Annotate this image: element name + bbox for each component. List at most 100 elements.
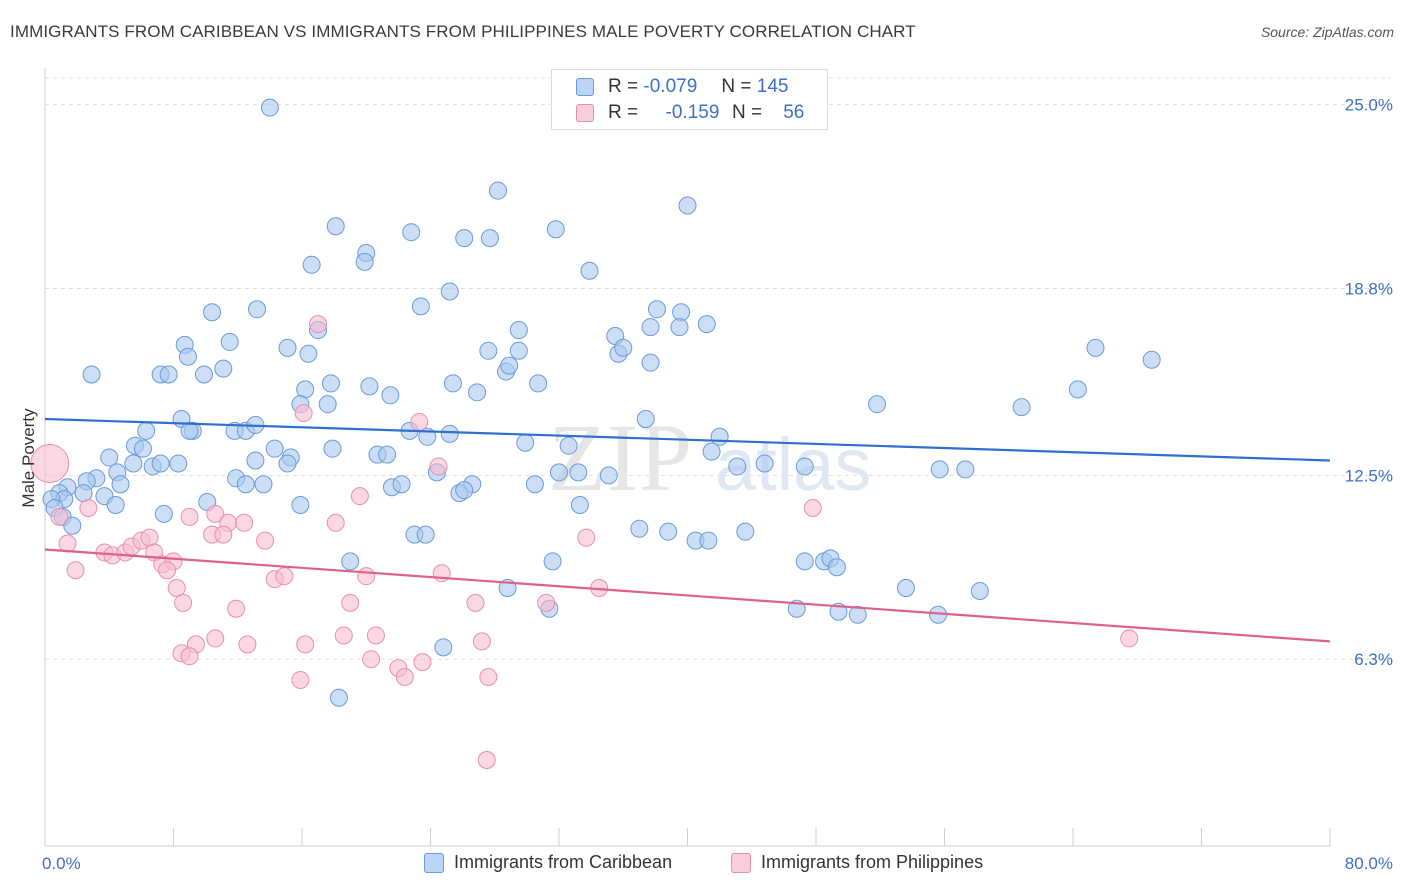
caribbean-point	[203, 303, 222, 322]
caribbean-point	[848, 605, 867, 624]
stats-legend: R = -0.079 N = 145 R = -0.159 N = 56	[551, 69, 828, 130]
caribbean-point	[299, 344, 318, 363]
caribbean-point	[214, 359, 233, 378]
caribbean-point	[63, 516, 82, 535]
philippines-point	[803, 498, 822, 517]
caribbean-point	[697, 315, 716, 334]
philippines-point	[1120, 629, 1139, 648]
caribbean-point	[265, 439, 284, 458]
caribbean-point	[728, 457, 747, 476]
y-tick-label: 12.5%	[1345, 466, 1393, 485]
caribbean-point	[896, 579, 915, 598]
caribbean-point	[1086, 338, 1105, 357]
philippines-point	[58, 534, 77, 553]
caribbean-point	[326, 217, 345, 236]
philippines-point	[291, 670, 310, 689]
caribbean-trendline	[44, 417, 1331, 462]
caribbean-point	[550, 463, 568, 482]
x-tick-label: 0.0%	[42, 854, 81, 873]
caribbean-point	[827, 558, 846, 577]
caribbean-point	[1068, 380, 1087, 399]
bottom-legend-swatch-philippines	[731, 852, 751, 873]
caribbean-point	[195, 365, 214, 384]
philippines-point	[167, 579, 186, 598]
philippines-point	[296, 635, 315, 654]
caribbean-point	[641, 353, 660, 372]
caribbean-point	[246, 451, 265, 470]
caribbean-point	[647, 300, 666, 319]
caribbean-point	[488, 181, 507, 200]
caribbean-point	[868, 395, 887, 414]
caribbean-point	[559, 436, 578, 455]
legend-r-label: R =	[608, 102, 639, 123]
philippines-point	[235, 513, 254, 532]
caribbean-point	[111, 475, 130, 494]
caribbean-point	[702, 442, 721, 461]
philippines-point	[410, 412, 429, 431]
caribbean-point	[329, 688, 348, 707]
philippines-point	[413, 653, 432, 672]
legend-row-caribbean: R = -0.079 N = 145	[576, 75, 788, 99]
caribbean-point	[670, 318, 689, 337]
source-credit: Source: ZipAtlas.com	[1260, 24, 1394, 40]
legend-r-value: -0.159	[665, 102, 720, 123]
philippines-point	[158, 561, 177, 580]
caribbean-point	[154, 504, 173, 523]
caribbean-point	[378, 445, 397, 464]
legend-n-label: N =	[721, 76, 752, 97]
caribbean-point	[570, 495, 589, 514]
caribbean-point	[795, 457, 814, 476]
caribbean-point	[341, 552, 360, 571]
philippines-point	[79, 498, 98, 517]
philippines-point	[180, 647, 199, 666]
chart-title: IMMIGRANTS FROM CARIBBEAN VS IMMIGRANTS …	[10, 22, 916, 41]
caribbean-point	[599, 466, 618, 485]
philippines-point	[366, 626, 385, 645]
caribbean-point	[440, 282, 459, 301]
caribbean-point	[411, 297, 430, 316]
philippines-point	[214, 525, 233, 544]
philippines-point	[362, 650, 381, 669]
bottom-legend-label-caribbean: Immigrants from Caribbean	[454, 852, 673, 872]
bottom-legend-swatch-caribbean	[424, 852, 444, 873]
caribbean-point	[392, 475, 411, 494]
caribbean-point	[480, 229, 499, 248]
caribbean-point	[970, 581, 989, 600]
legend-n-value: 56	[783, 102, 805, 123]
philippines-point	[472, 632, 491, 651]
caribbean-point	[323, 439, 342, 458]
caribbean-point	[124, 454, 143, 473]
caribbean-point	[614, 338, 633, 357]
caribbean-point	[291, 495, 310, 514]
philippines-point	[537, 593, 556, 612]
philippines-point	[256, 531, 275, 550]
caribbean-point	[236, 475, 255, 494]
bottom-legend-caribbean: Immigrants from Caribbean	[424, 852, 672, 873]
caribbean-point	[956, 460, 975, 479]
caribbean-point	[569, 463, 588, 482]
philippines-point	[294, 404, 313, 423]
caribbean-point	[133, 439, 152, 458]
caribbean-point	[100, 448, 119, 467]
caribbean-point	[755, 454, 774, 473]
philippines-point	[341, 593, 360, 612]
caribbean-point	[580, 261, 599, 280]
y-tick-label: 25.0%	[1345, 96, 1393, 115]
caribbean-point	[672, 303, 691, 322]
caribbean-point	[479, 341, 498, 360]
philippines-point	[174, 593, 193, 612]
caribbean-point	[736, 522, 755, 541]
caribbean-point	[529, 374, 548, 393]
philippines-point	[429, 457, 448, 476]
legend-swatch-caribbean	[576, 78, 594, 96]
caribbean-point	[178, 347, 197, 366]
caribbean-point	[159, 365, 178, 384]
philippines-point	[227, 599, 246, 618]
philippines-point	[206, 504, 225, 523]
caribbean-point	[500, 356, 519, 375]
caribbean-point	[525, 475, 544, 494]
legend-n-label: N =	[731, 102, 763, 123]
caribbean-point	[636, 410, 655, 429]
philippines-point	[334, 626, 353, 645]
caribbean-point	[321, 374, 340, 393]
